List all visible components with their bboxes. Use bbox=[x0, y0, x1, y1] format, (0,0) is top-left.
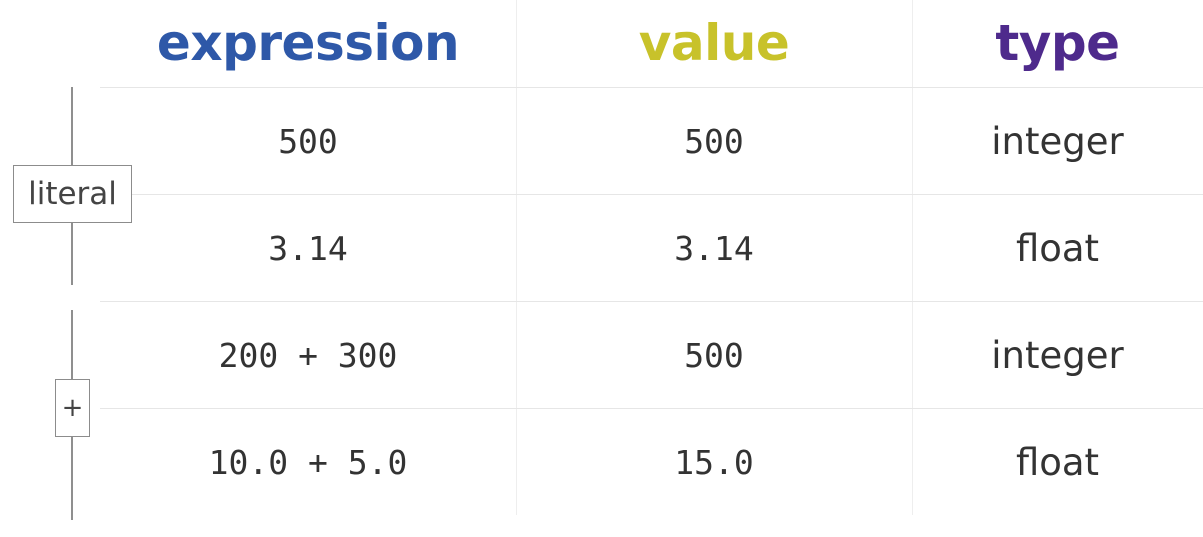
value-cell: 3.14 bbox=[674, 228, 754, 268]
value-cell: 15.0 bbox=[674, 442, 754, 482]
type-cell: integer bbox=[991, 333, 1124, 377]
value-cell: 500 bbox=[684, 335, 744, 375]
type-column-header: type bbox=[995, 14, 1120, 72]
row-divider bbox=[100, 194, 1203, 195]
value-cell: 500 bbox=[684, 121, 744, 161]
expression-cell: 10.0 + 5.0 bbox=[208, 442, 408, 482]
column-divider bbox=[516, 0, 517, 515]
type-cell: float bbox=[1015, 440, 1100, 484]
value-column-header: value bbox=[638, 14, 790, 72]
expression-cell: 500 bbox=[278, 121, 338, 161]
type-cell: float bbox=[1015, 226, 1100, 270]
expression-cell: 3.14 bbox=[268, 228, 348, 268]
column-divider bbox=[912, 0, 913, 515]
expression-cell: 200 + 300 bbox=[218, 335, 398, 375]
row-divider bbox=[100, 408, 1203, 409]
type-cell: integer bbox=[991, 119, 1124, 163]
literal-group-label: literal bbox=[13, 165, 132, 223]
expression-column-header: expression bbox=[156, 14, 460, 72]
row-divider bbox=[100, 301, 1203, 302]
plus-group-label: + bbox=[55, 379, 90, 437]
row-divider bbox=[100, 87, 1203, 88]
